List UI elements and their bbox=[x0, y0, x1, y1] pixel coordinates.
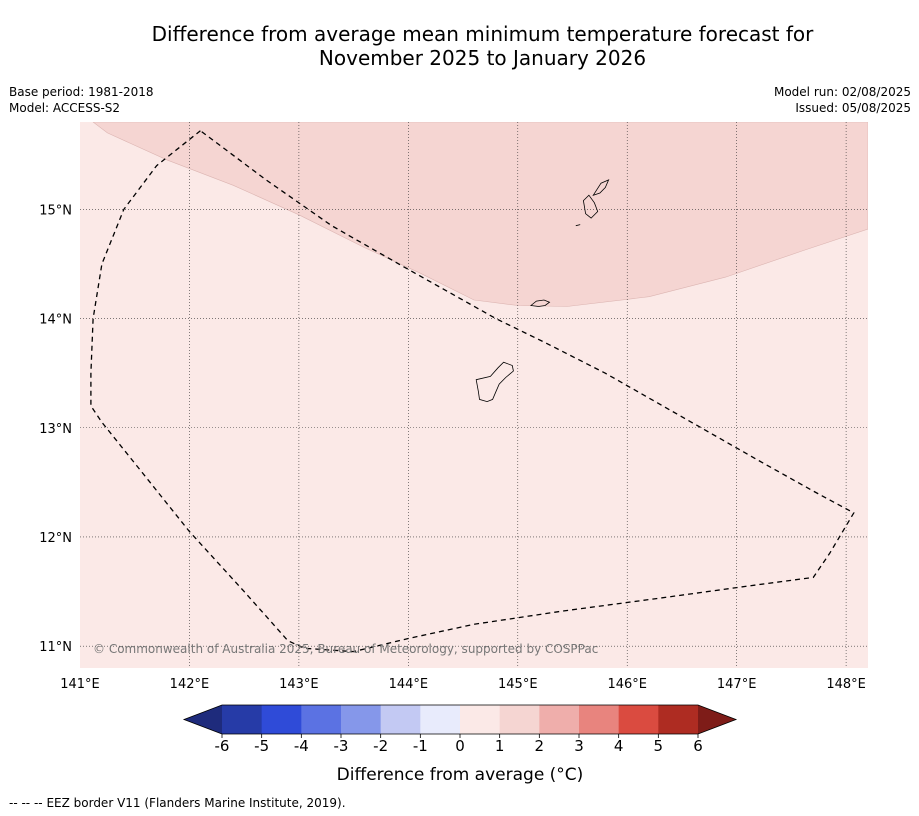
lat-tick-label: 15°N bbox=[39, 203, 72, 218]
island-outline bbox=[582, 194, 599, 219]
colorbar-label: Difference from average (°C) bbox=[337, 765, 584, 785]
map-content bbox=[80, 122, 868, 668]
title-line-1: Difference from average mean minimum tem… bbox=[151, 22, 814, 46]
eez-legend: -- -- -- EEZ border V11 (Flanders Marine… bbox=[9, 796, 346, 810]
metadata-left: Base period: 1981-2018 Model: ACCESS-S2 bbox=[9, 84, 154, 116]
colorbar-tick-label: 1 bbox=[495, 737, 505, 755]
model-run: Model run: 02/08/2025 bbox=[773, 85, 911, 99]
colorbar-tick-label: -1 bbox=[413, 737, 428, 755]
colorbar-tick-label: 0 bbox=[455, 737, 465, 755]
colorbar-extend-low bbox=[184, 705, 222, 734]
lon-tick-label: 146°E bbox=[607, 677, 647, 692]
colorbar-swatch bbox=[222, 705, 263, 734]
colorbar-tick-label: 6 bbox=[693, 737, 703, 755]
colorbar-swatch bbox=[539, 705, 580, 734]
lat-tick-label: 13°N bbox=[39, 422, 72, 437]
lon-tick-label: 148°E bbox=[826, 677, 866, 692]
lat-tick-label: 11°N bbox=[39, 640, 72, 655]
island-outline bbox=[475, 361, 514, 403]
colorbar-tick-label: -5 bbox=[254, 737, 269, 755]
eez-legend-text: EEZ border V11 (Flanders Marine Institut… bbox=[46, 796, 346, 810]
lat-tick-label: 14°N bbox=[39, 313, 72, 328]
title-line-2: November 2025 to January 2026 bbox=[318, 46, 647, 70]
lon-tick-label: 144°E bbox=[389, 677, 429, 692]
lon-tick-label: 142°E bbox=[170, 677, 210, 692]
colorbar-swatch bbox=[261, 705, 302, 734]
eez-legend-symbol: -- -- -- bbox=[9, 796, 43, 810]
lat-tick-label: 12°N bbox=[39, 531, 72, 546]
colorbar-swatch bbox=[658, 705, 699, 734]
colorbar-tick-label: 2 bbox=[535, 737, 545, 755]
colorbar-swatch bbox=[499, 705, 540, 734]
colorbar-tick-label: 4 bbox=[614, 737, 624, 755]
colorbar-swatch bbox=[460, 705, 501, 734]
lon-tick-label: 145°E bbox=[498, 677, 538, 692]
colorbar-swatch bbox=[420, 705, 461, 734]
lon-tick-label: 147°E bbox=[717, 677, 757, 692]
eez-border-line bbox=[90, 130, 855, 653]
map-layer: 15°N 14°N 13°N 12°N 11°N 141°E 142°E 143°E 144°E… bbox=[39, 122, 868, 692]
colorbar-tick-label: 5 bbox=[654, 737, 664, 755]
lon-tick-label: 141°E bbox=[60, 677, 100, 692]
colorbar-tick-label: -4 bbox=[294, 737, 309, 755]
island-outline bbox=[592, 179, 610, 196]
colorbar-tick-label: -3 bbox=[334, 737, 349, 755]
colorbar-extend-high bbox=[698, 705, 736, 734]
page-title: Difference from average mean minimum tem… bbox=[60, 22, 905, 70]
colorbar-tick-label: -6 bbox=[215, 737, 230, 755]
lon-tick-label: 143°E bbox=[279, 677, 319, 692]
region-1-to-2 bbox=[92, 122, 868, 307]
colorbar-swatch bbox=[618, 705, 659, 734]
issued-date: Issued: 05/08/2025 bbox=[795, 101, 911, 115]
colorbar-swatch bbox=[341, 705, 382, 734]
colorbar: -6 -5 -4 -3 -2 -1 0 1 2 3 4 5 6 bbox=[182, 704, 738, 755]
copyright-note: © Commonwealth of Australia 2025, Bureau… bbox=[93, 642, 598, 656]
island-outline bbox=[575, 224, 581, 227]
metadata-right: Model run: 02/08/2025 Issued: 05/08/2025 bbox=[774, 84, 911, 116]
model-name: Model: ACCESS-S2 bbox=[9, 101, 121, 115]
colorbar-swatch bbox=[301, 705, 342, 734]
colorbar-tick-label: -2 bbox=[373, 737, 388, 755]
colorbar-tick-label: 3 bbox=[574, 737, 584, 755]
colorbar-swatch bbox=[579, 705, 620, 734]
base-period: Base period: 1981-2018 bbox=[9, 85, 154, 99]
colorbar-swatch bbox=[380, 705, 421, 734]
island-outline bbox=[529, 299, 551, 307]
